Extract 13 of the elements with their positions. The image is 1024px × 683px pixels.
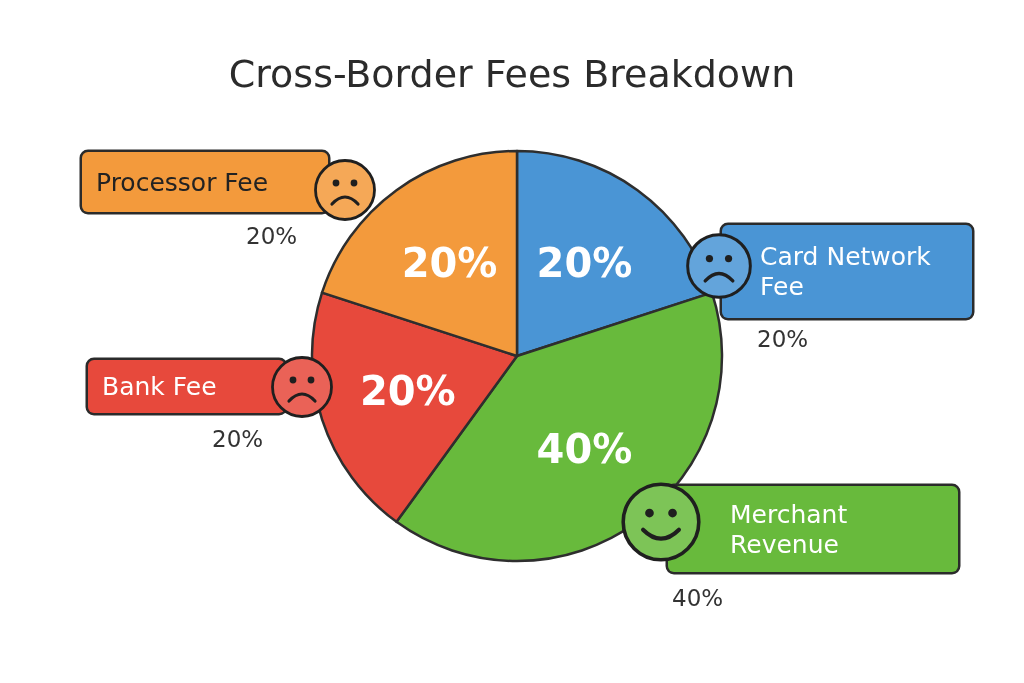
text: 20% [757,326,809,352]
data-label: 20% [401,240,498,287]
text: 20% [246,223,298,249]
text: 40% [672,585,724,611]
data-label: 40% [536,425,633,472]
slice-label: Processor Fee [96,167,269,197]
slice-label: Card Network Fee [760,241,939,301]
slice-label: Merchant Revenue [730,499,856,559]
chart-title: Cross-Border Fees Breakdown [228,52,796,96]
slice-label: Bank Fee [102,371,217,401]
text: 20% [212,426,264,452]
data-label: 20% [536,240,633,287]
data-label: 20% [359,368,456,415]
